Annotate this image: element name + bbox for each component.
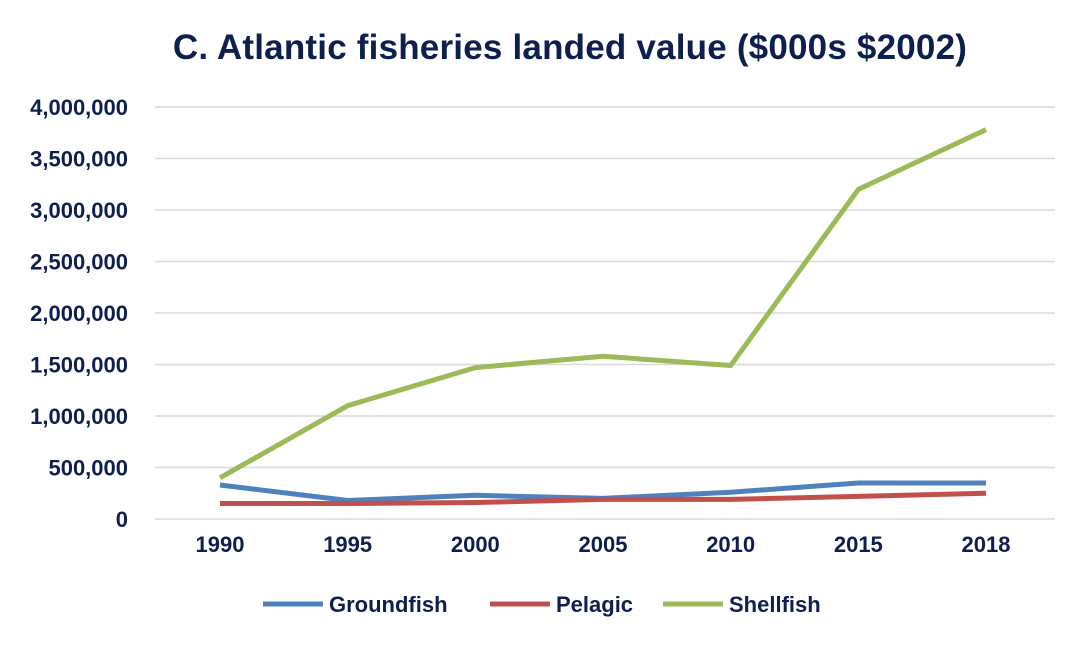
x-axis-ticks: 1990 1995 2000 2005 2010 2015 2018 — [196, 532, 1011, 557]
y-tick-label: 3,500,000 — [30, 147, 128, 172]
legend-label: Shellfish — [729, 592, 821, 617]
y-axis-ticks: 0 500,000 1,000,000 1,500,000 2,000,000 2,500… — [30, 95, 128, 532]
legend: Groundfish Pelagic Shellfish — [263, 592, 821, 617]
x-tick-label: 2005 — [579, 532, 628, 557]
legend-label: Groundfish — [329, 592, 448, 617]
y-tick-label: 2,000,000 — [30, 301, 128, 326]
chart-title: C. Atlantic fisheries landed value ($000… — [172, 28, 968, 67]
series-line-pelagic — [220, 490, 987, 507]
y-tick-label: 500,000 — [48, 456, 128, 481]
y-tick-label: 2,500,000 — [30, 250, 128, 275]
x-tick-label: 1990 — [196, 532, 245, 557]
y-tick-label: 4,000,000 — [30, 95, 128, 120]
gridlines — [155, 106, 1055, 520]
x-tick-label: 2015 — [834, 532, 883, 557]
y-tick-label: 3,000,000 — [30, 198, 128, 223]
legend-label: Pelagic — [556, 592, 633, 617]
x-tick-label: 1995 — [323, 532, 372, 557]
y-tick-label: 0 — [116, 507, 128, 532]
y-tick-label: 1,500,000 — [30, 353, 128, 378]
x-tick-label: 2018 — [962, 532, 1011, 557]
x-tick-label: 2000 — [451, 532, 500, 557]
y-tick-label: 1,000,000 — [30, 404, 128, 429]
series-lines — [218, 127, 988, 507]
x-tick-label: 2010 — [706, 532, 755, 557]
series-line-shellfish — [218, 127, 988, 480]
